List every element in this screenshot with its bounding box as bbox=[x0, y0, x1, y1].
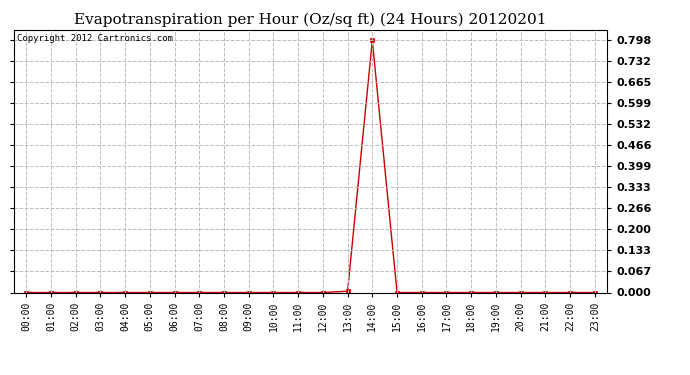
Text: Copyright 2012 Cartronics.com: Copyright 2012 Cartronics.com bbox=[17, 34, 172, 43]
Title: Evapotranspiration per Hour (Oz/sq ft) (24 Hours) 20120201: Evapotranspiration per Hour (Oz/sq ft) (… bbox=[75, 13, 546, 27]
